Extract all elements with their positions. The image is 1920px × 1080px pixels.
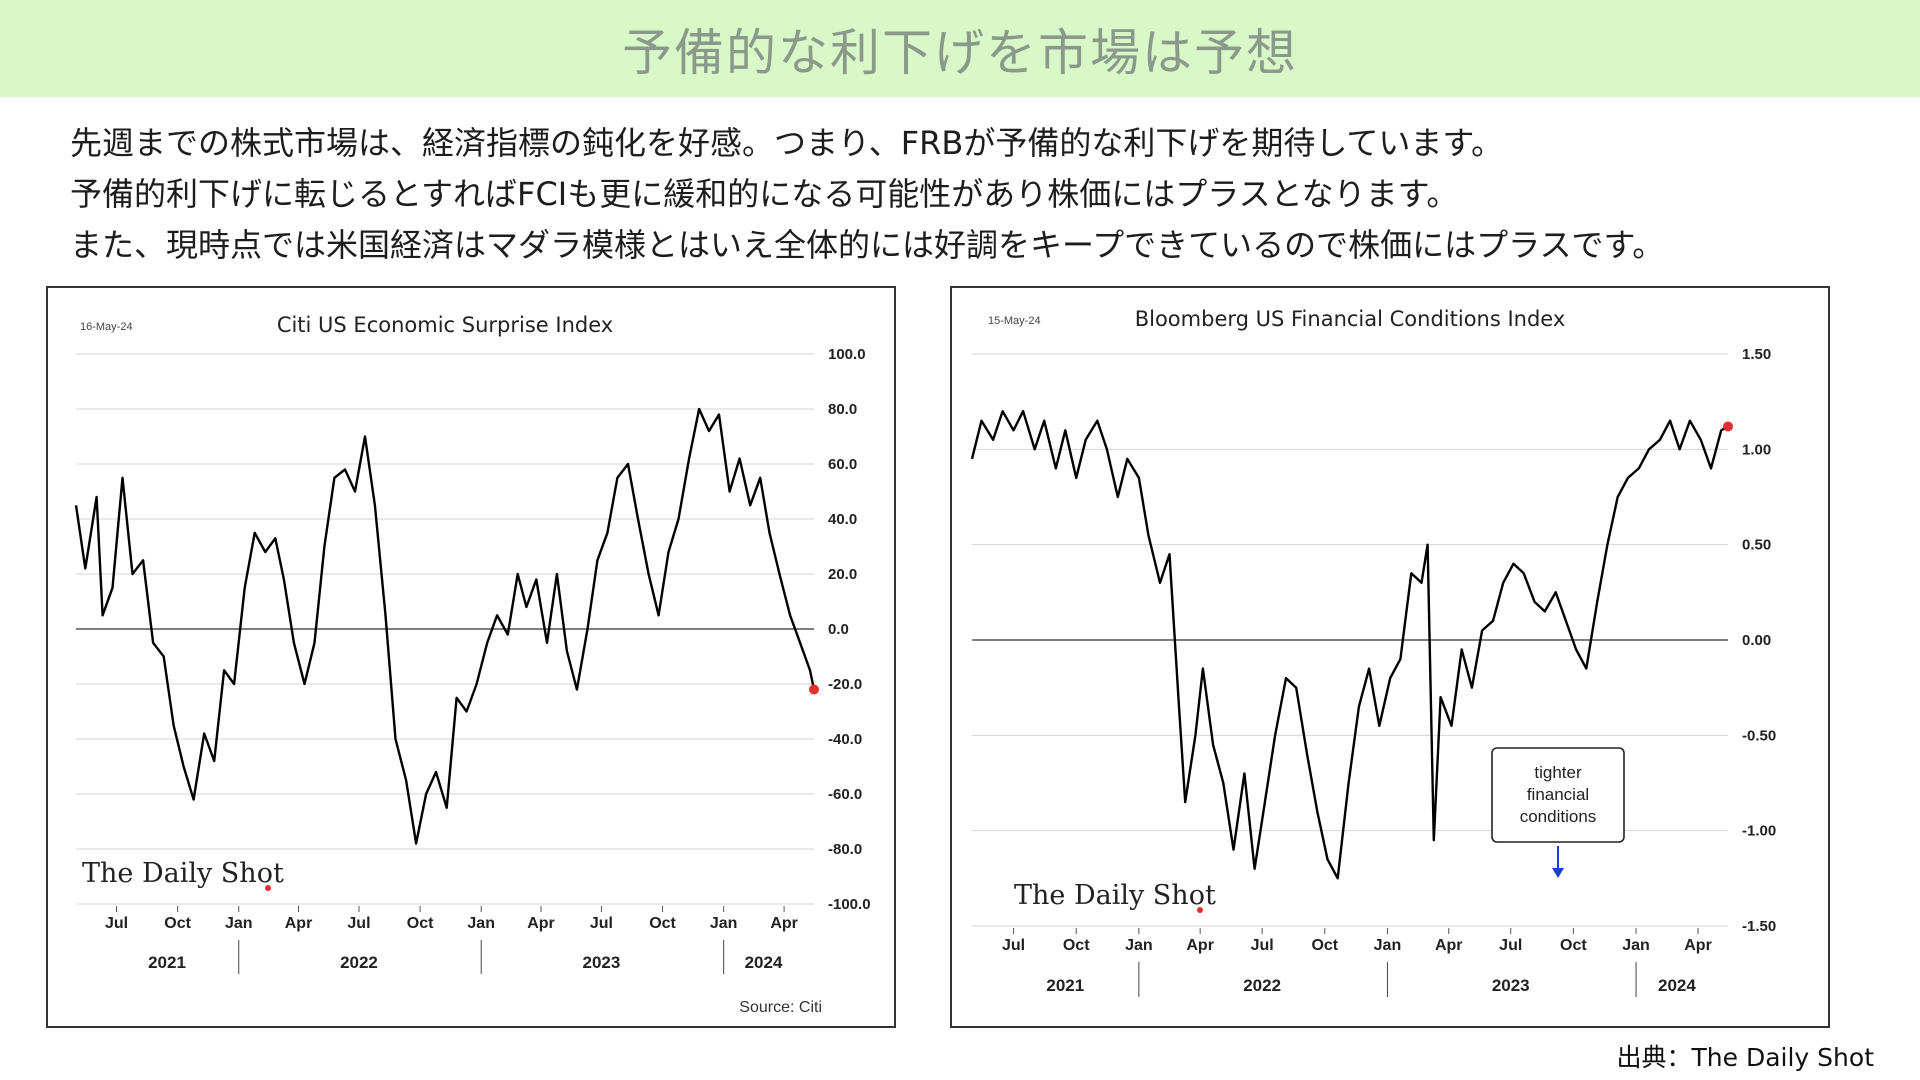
year-label: 2022 [1243,976,1281,995]
x-tick-label: Oct [1063,937,1090,954]
y-tick-label: -60.0 [828,786,862,803]
commentary: 先週までの株式市場は、経済指標の鈍化を好感。つまり、FRBが予備的な利下げを期待… [70,118,1890,271]
y-tick-label: -100.0 [828,896,871,913]
x-tick-label: Jan [1622,937,1650,954]
x-tick-label: Jan [225,915,253,932]
y-tick-label: 0.0 [828,621,849,638]
x-tick-label: Apr [1684,937,1712,954]
x-tick-label: Apr [770,915,798,932]
page-title: 予備的な利下げを市場は予想 [622,23,1298,82]
chart-source-label: Source: Citi [739,999,822,1016]
watermark-dot [265,885,271,891]
chart-date-label: 16-May-24 [80,321,133,333]
y-tick-label: -80.0 [828,841,862,858]
x-tick-label: Oct [649,915,676,932]
annotation-text: financial [1527,785,1589,804]
series-line [74,407,816,845]
commentary-line-2: 予備的利下げに転じるとすればFCIも更に緩和的になる可能性があり株価にはプラスと… [70,175,1459,213]
endpoint-marker [1723,421,1733,432]
x-tick-label: Oct [407,915,434,932]
annotation-arrow-head [1552,868,1564,878]
watermark-logo: The Daily Shot [1014,880,1216,911]
x-tick-label: Apr [285,915,313,932]
annotation-text: tighter [1534,763,1582,782]
y-tick-label: 80.0 [828,401,857,418]
x-tick-label: Jan [710,915,738,932]
source-credit: 出典：The Daily Shot [1616,1043,1874,1072]
year-label: 2021 [1046,976,1084,995]
year-label: 2021 [148,953,186,972]
citi-surprise-chart: 16-May-24 Citi US Economic Surprise Index… [74,313,871,1016]
y-tick-label: -0.50 [1742,727,1776,744]
x-tick-label: Jul [1499,937,1522,954]
y-tick-label: 40.0 [828,511,857,528]
watermark-logo: The Daily Shot [82,858,284,889]
x-tick-label: Oct [1560,937,1587,954]
citi-surprise-chart-panel: 16-May-24 Citi US Economic Surprise Index… [46,286,896,1028]
y-tick-label: 0.50 [1742,537,1771,554]
x-tick-label: Jan [467,915,495,932]
y-tick-label: -1.00 [1742,823,1776,840]
x-tick-label: Apr [527,915,555,932]
commentary-line-3: また、現時点では米国経済はマダラ模様とはいえ全体的には好調をキープできているので… [70,226,1665,264]
commentary-line-1: 先週までの株式市場は、経済指標の鈍化を好感。つまり、FRBが予備的な利下げを期待… [70,124,1504,162]
x-tick-label: Jan [1374,937,1402,954]
year-label: 2023 [583,953,621,972]
x-tick-label: Jul [347,915,370,932]
y-tick-label: 1.00 [1742,441,1771,458]
x-tick-label: Jul [1002,937,1025,954]
x-tick-label: Oct [1311,937,1338,954]
year-label: 2022 [340,953,378,972]
x-tick-label: Apr [1186,937,1214,954]
endpoint-marker [809,684,819,695]
chart-title: Citi US Economic Surprise Index [277,313,613,337]
y-tick-label: 100.0 [828,346,866,363]
title-banner: 予備的な利下げを市場は予想 [0,0,1920,97]
x-tick-label: Apr [1435,937,1463,954]
year-label: 2024 [745,953,783,972]
year-label: 2024 [1658,976,1696,995]
x-tick-label: Oct [164,915,191,932]
y-tick-label: 60.0 [828,456,857,473]
watermark-dot [1197,907,1203,913]
y-tick-label: 0.00 [1742,632,1771,649]
chart-title: Bloomberg US Financial Conditions Index [1135,307,1566,331]
y-tick-label: 20.0 [828,566,857,583]
annotation-text: conditions [1520,807,1597,826]
x-tick-label: Jul [105,915,128,932]
bloomberg-fci-chart-panel: 15-May-24 Bloomberg US Financial Conditio… [950,286,1830,1028]
x-tick-label: Jul [1251,937,1274,954]
bloomberg-fci-chart: 15-May-24 Bloomberg US Financial Conditio… [970,307,1776,997]
x-tick-label: Jan [1125,937,1153,954]
year-label: 2023 [1492,976,1530,995]
annotation-box [1491,747,1625,843]
y-tick-label: -1.50 [1742,918,1776,935]
series-line [970,409,1729,880]
chart-date-label: 15-May-24 [988,315,1041,327]
y-tick-label: -40.0 [828,731,862,748]
y-tick-label: 1.50 [1742,346,1771,363]
y-tick-label: -20.0 [828,676,862,693]
x-tick-label: Jul [590,915,613,932]
